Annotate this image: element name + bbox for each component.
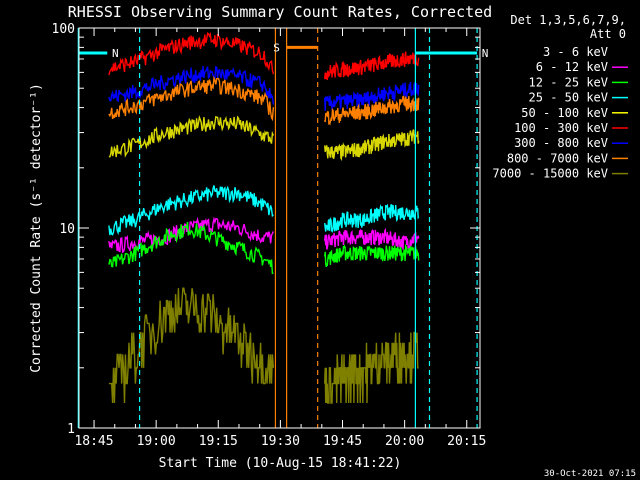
x-tick-label: 20:15	[447, 434, 486, 449]
legend-label-800-7000-kev: 800 - 7000 keV	[507, 151, 608, 165]
series-800-7000-kev-segment-2	[324, 95, 420, 126]
y-tick-label: 1	[67, 422, 75, 437]
flag-label-n-2: N	[482, 47, 489, 60]
legend-label-6-12-kev: 6 - 12 keV	[536, 60, 608, 74]
legend-label-25-50-kev: 25 - 50 keV	[529, 91, 608, 105]
data-layer	[108, 31, 420, 404]
series-800-7000-kev-segment-1	[108, 75, 275, 122]
legend-header-line-1: Det 1,3,5,6,7,9,	[510, 13, 626, 27]
footer-date: 30-Oct-2021 07:15	[544, 469, 636, 479]
series-7000-15000-kev-segment-1	[108, 287, 275, 404]
legend-label-300-800-kev: 300 - 800 keV	[514, 136, 608, 150]
y-axis-label: Corrected Count Rate (s⁻¹ detector⁻¹)	[29, 83, 44, 373]
chart-title: RHESSI Observing Summary Count Rates, Co…	[68, 3, 492, 21]
series-7000-15000-kev-segment-2	[324, 331, 419, 404]
flag-label-n-1: N	[112, 47, 119, 60]
series-6-12-kev-segment-2	[324, 227, 420, 250]
x-tick-label: 19:30	[261, 434, 300, 449]
series-3-6-kev-segment-2	[324, 181, 420, 209]
legend-header-line-2: Att 0	[590, 27, 626, 41]
flag-layer: N NS	[77, 28, 489, 428]
legend-label-7000-15000-kev: 7000 - 15000 keV	[492, 167, 608, 181]
series-100-300-kev-segment-2	[324, 51, 420, 81]
x-tick-label: 20:00	[385, 434, 424, 449]
series-50-100-kev-segment-1	[108, 115, 275, 158]
series-300-800-kev-segment-2	[324, 82, 420, 111]
series-50-100-kev-segment-2	[324, 129, 420, 162]
x-axis-label: Start Time (10-Aug-15 18:41:22)	[159, 456, 402, 471]
legend-label-100-300-kev: 100 - 300 keV	[514, 121, 608, 135]
flag-label-s-3: S	[273, 41, 280, 54]
x-tick-label: 19:00	[137, 434, 176, 449]
series-12-25-kev-segment-2	[324, 243, 420, 268]
series-3-6-kev-segment-1	[108, 169, 275, 214]
legend-label-3-6-kev: 3 - 6 keV	[543, 45, 608, 59]
axes-layer: 18:45 19:00 19:15 19:30 19:45 20:00 20:15 1 10 10…	[52, 22, 487, 449]
x-tick-label: 19:15	[199, 434, 238, 449]
y-tick-label: 10	[59, 222, 75, 237]
y-tick-label: 100	[52, 22, 75, 37]
series-300-800-kev-segment-1	[108, 66, 275, 105]
legend-label-50-100-kev: 50 - 100 keV	[521, 106, 608, 120]
series-25-50-kev-segment-2	[324, 203, 420, 234]
series-100-300-kev-segment-1	[108, 31, 275, 76]
x-tick-label: 19:45	[323, 434, 362, 449]
x-tick-label: 18:45	[74, 434, 113, 449]
series-12-25-kev-segment-1	[108, 221, 274, 275]
series-25-50-kev-segment-1	[108, 185, 274, 236]
legend-label-12-25-kev: 12 - 25 keV	[529, 75, 608, 89]
